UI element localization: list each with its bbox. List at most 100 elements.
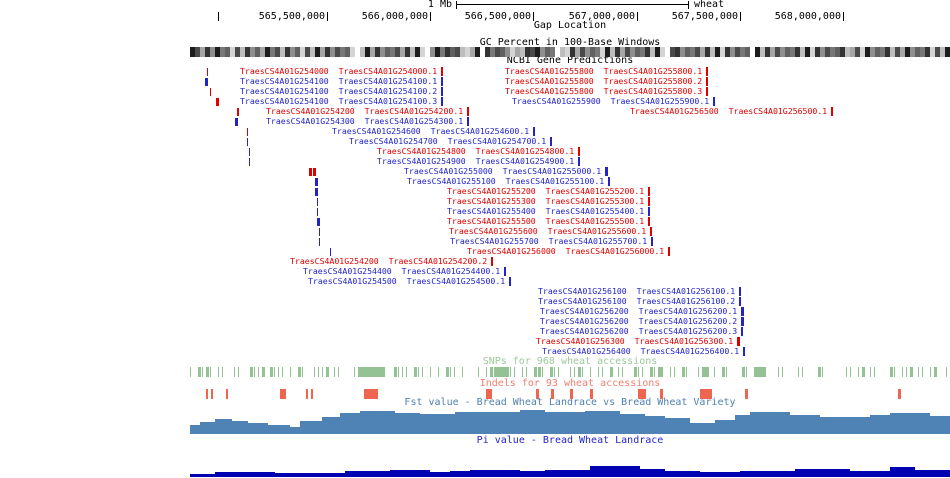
gene-label[interactable]: TraesCS4A01G255300 TraesCS4A01G255300.1 <box>447 197 651 206</box>
snp-tick <box>922 367 923 377</box>
gc-density-cell <box>405 47 410 57</box>
snp-tick <box>222 367 223 377</box>
gene-label[interactable]: TraesCS4A01G255800 TraesCS4A01G255800.2 <box>505 77 709 86</box>
snp-tick <box>870 367 871 377</box>
gene-name-text: TraesCS4A01G255800 TraesCS4A01G255800.3 <box>505 86 703 96</box>
gc-density-cell <box>645 47 650 57</box>
gene-structure-mark <box>247 128 248 136</box>
snp-tick <box>778 367 779 377</box>
gc-density-cell <box>410 47 415 57</box>
gene-name-text: TraesCS4A01G256400 TraesCS4A01G256400.1 <box>542 346 740 356</box>
gene-label[interactable]: TraesCS4A01G254900 TraesCS4A01G254900.1 <box>377 157 581 166</box>
gc-density-cell <box>770 47 775 57</box>
gc-density-cell <box>380 47 385 57</box>
gene-label[interactable]: TraesCS4A01G254500 TraesCS4A01G254500.1 <box>308 277 512 286</box>
gene-label[interactable]: TraesCS4A01G254800 TraesCS4A01G254800.1 <box>377 147 581 156</box>
gc-density-cell <box>530 47 535 57</box>
gene-label[interactable]: TraesCS4A01G256200 TraesCS4A01G256200.3 <box>540 327 744 336</box>
gene-structure-mark <box>315 188 318 196</box>
gene-end-tick <box>578 147 581 156</box>
indel-tick <box>638 389 646 399</box>
indel-tick <box>306 389 308 399</box>
gene-end-tick <box>706 77 709 86</box>
gene-label[interactable]: TraesCS4A01G254200 TraesCS4A01G254200.2 <box>290 257 494 266</box>
gc-density-cell <box>585 47 590 57</box>
gene-label[interactable]: TraesCS4A01G255200 TraesCS4A01G255200.1 <box>447 187 651 196</box>
gene-end-tick <box>578 157 581 166</box>
gc-density-cell <box>535 47 540 57</box>
gene-label[interactable]: TraesCS4A01G256100 TraesCS4A01G256100.2 <box>538 297 742 306</box>
fst-step <box>322 417 340 434</box>
gene-label[interactable]: TraesCS4A01G254100 TraesCS4A01G254100.3 <box>240 97 444 106</box>
snp-tick <box>366 367 370 377</box>
gene-label[interactable]: TraesCS4A01G254100 TraesCS4A01G254100.2 <box>240 87 444 96</box>
gene-label[interactable]: TraesCS4A01G255100 TraesCS4A01G255100.1 <box>407 177 611 186</box>
fst-step <box>585 411 620 434</box>
gc-density-cell <box>685 47 690 57</box>
gc-density-cell <box>880 47 885 57</box>
gene-label[interactable]: TraesCS4A01G255800 TraesCS4A01G255800.3 <box>505 86 709 96</box>
gene-end-tick <box>739 297 742 306</box>
gene-label[interactable]: TraesCS4A01G254100 TraesCS4A01G254100.1 <box>240 77 444 86</box>
snp-tick <box>658 367 662 377</box>
snp-tick <box>238 367 239 377</box>
snp-tick <box>698 367 699 377</box>
pi-baseline <box>190 474 950 477</box>
gene-label[interactable]: TraesCS4A01G256200 TraesCS4A01G256200.1 <box>540 307 745 316</box>
gene-label[interactable]: TraesCS4A01G256500 TraesCS4A01G256500.1 <box>630 107 834 116</box>
gc-density-cell <box>945 47 950 57</box>
gene-label[interactable]: TraesCS4A01G255600 TraesCS4A01G255600.1 <box>449 227 653 236</box>
gene-label[interactable]: TraesCS4A01G255900 TraesCS4A01G255900.1 <box>512 97 716 106</box>
gc-density-cell <box>300 47 305 57</box>
gene-label[interactable]: TraesCS4A01G254200 TraesCS4A01G254200.1 <box>266 107 470 116</box>
gc-density-cell <box>580 47 585 57</box>
snp-tick <box>874 367 875 377</box>
gene-structure-mark <box>315 178 318 186</box>
gc-density-cell <box>790 47 795 57</box>
gene-label[interactable]: TraesCS4A01G255800 TraesCS4A01G255800.1 <box>505 67 709 76</box>
fst-step <box>870 415 890 434</box>
gene-track-title: NCBI Gene Predictions <box>506 55 634 66</box>
fst-step <box>215 419 232 434</box>
indel-tick <box>590 389 593 399</box>
snp-tick <box>934 367 937 377</box>
snp-tick <box>550 367 553 377</box>
snp-tick <box>454 367 455 377</box>
gene-label[interactable]: TraesCS4A01G254700 TraesCS4A01G254700.1 <box>349 137 553 146</box>
pi-step <box>665 471 700 474</box>
gene-label[interactable]: TraesCS4A01G256200 TraesCS4A01G256200.2 <box>540 317 745 326</box>
snp-tick <box>290 367 291 377</box>
pi-step <box>215 472 275 474</box>
gc-density-cell <box>205 47 210 57</box>
gene-label[interactable]: TraesCS4A01G255700 TraesCS4A01G255700.1 <box>450 237 654 246</box>
snp-tick <box>598 367 599 377</box>
gene-label[interactable]: TraesCS4A01G255500 TraesCS4A01G255500.1 <box>447 217 651 226</box>
gene-name-text: TraesCS4A01G254000 TraesCS4A01G254000.1 <box>240 66 438 76</box>
gc-density-cell <box>220 47 225 57</box>
gc-density-cell <box>640 47 645 57</box>
gc-density-cell <box>660 47 665 57</box>
snp-tick <box>762 367 766 377</box>
gene-label[interactable]: TraesCS4A01G254300 TraesCS4A01G254300.1 <box>266 117 470 126</box>
fst-step <box>520 410 545 434</box>
gene-label[interactable]: TraesCS4A01G256400 TraesCS4A01G256400.1 <box>542 346 746 356</box>
snp-tick <box>254 367 255 377</box>
gene-label[interactable]: TraesCS4A01G255400 TraesCS4A01G255400.1 <box>447 207 651 216</box>
gc-density-cell <box>350 47 355 57</box>
fst-step <box>420 414 455 434</box>
gene-label[interactable]: TraesCS4A01G256000 TraesCS4A01G256000.1 <box>467 247 671 256</box>
snp-tick <box>798 367 799 377</box>
gene-label[interactable]: TraesCS4A01G254000 TraesCS4A01G254000.1 <box>240 66 444 76</box>
gene-label[interactable]: TraesCS4A01G256100 TraesCS4A01G256100.1 <box>538 287 742 296</box>
gene-label[interactable]: TraesCS4A01G255000 TraesCS4A01G255000.1 <box>404 167 609 176</box>
gene-label[interactable]: TraesCS4A01G254400 TraesCS4A01G254400.1 <box>303 267 507 276</box>
snp-tick <box>642 367 643 377</box>
gc-density-cell <box>360 47 365 57</box>
fst-step <box>645 416 665 434</box>
snp-tick <box>318 367 319 377</box>
gc-density-cell <box>940 47 945 57</box>
indel-tick <box>745 389 748 399</box>
gene-label[interactable]: TraesCS4A01G256300 TraesCS4A01G256300.1 <box>536 337 741 346</box>
gene-label[interactable]: TraesCS4A01G254600 TraesCS4A01G254600.1 <box>332 127 536 136</box>
gc-density-cell <box>675 47 680 57</box>
